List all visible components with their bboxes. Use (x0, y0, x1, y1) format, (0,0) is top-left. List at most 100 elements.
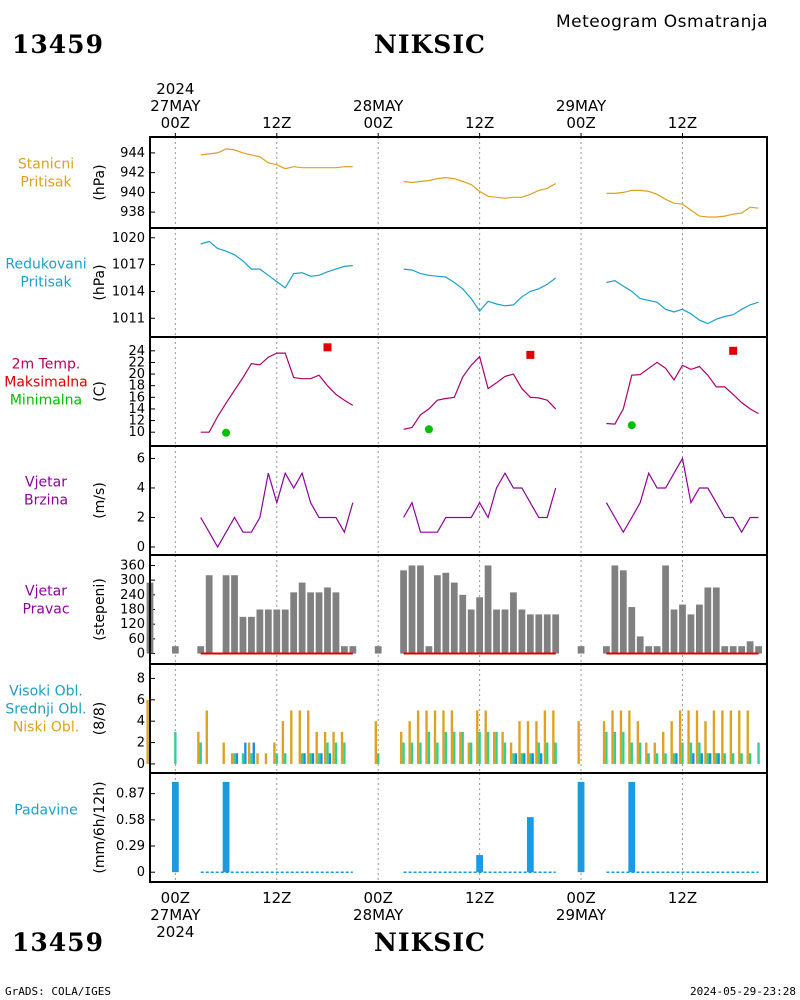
cloud-bar (523, 753, 526, 764)
bar (459, 594, 467, 654)
bar (248, 616, 255, 654)
panel-label: Brzina (24, 493, 68, 509)
bar (205, 575, 213, 654)
time-label-top: 00Z (364, 114, 393, 132)
y-tick-label: 1017 (112, 258, 145, 273)
y-tick-label: 240 (120, 588, 145, 603)
cloud-bar (721, 710, 724, 764)
y-tick-label: 940 (120, 185, 145, 200)
bar (755, 646, 762, 654)
cloud-bar (757, 742, 760, 764)
bar (433, 575, 441, 654)
bar (611, 565, 619, 654)
bar (493, 609, 500, 654)
max-temp-marker (323, 343, 332, 352)
y-tick-label: 180 (120, 603, 145, 618)
bar (476, 597, 484, 654)
panel-frame (149, 336, 768, 447)
cloud-bar (746, 710, 749, 764)
time-label-top: 28MAY (353, 97, 404, 115)
cloud-bar (323, 731, 327, 764)
bar (484, 565, 492, 654)
bar (442, 572, 450, 654)
cloud-bar (512, 753, 515, 764)
bar (290, 592, 298, 654)
bar (510, 592, 517, 654)
cloud-bar (326, 742, 329, 764)
time-label-top: 2024 (156, 80, 194, 98)
bar (231, 575, 238, 654)
time-label-bottom: 12Z (262, 889, 291, 907)
panel-label: Visoki Obl. (9, 684, 83, 700)
cloud-bar (444, 731, 448, 764)
bar (417, 565, 424, 654)
bar (307, 592, 314, 654)
cloud-bar (495, 731, 498, 764)
cloud-bar (486, 731, 490, 764)
bar (171, 781, 179, 873)
y-tick-label: 0.29 (116, 839, 145, 854)
panel-frame (149, 227, 768, 338)
cloud-bar (664, 753, 667, 764)
series-line (403, 176, 556, 199)
time-label-bottom: 2024 (156, 923, 194, 941)
y-tick-label: 18 (128, 379, 145, 394)
cloud-bar (628, 710, 631, 764)
time-label-top: 00Z (161, 114, 190, 132)
panel-3 (149, 336, 768, 447)
bar (273, 609, 281, 654)
cloud-bar (709, 753, 712, 764)
panel-label: Padavine (14, 803, 78, 819)
bar (746, 641, 754, 654)
cloud-bar (281, 721, 285, 764)
panel-frame (149, 445, 768, 556)
time-label-bottom: 28MAY (353, 906, 404, 924)
bar (653, 646, 661, 654)
bar (374, 646, 382, 654)
series-line (606, 280, 759, 325)
series-line (606, 189, 759, 218)
cloud-bar (374, 721, 378, 764)
y-tick-label: 0 (137, 647, 145, 662)
series-line (403, 268, 557, 313)
cloud-bar (605, 731, 608, 764)
y-tick-label: 4 (137, 714, 145, 729)
time-label-bottom: 00Z (566, 889, 595, 907)
cloud-bar (467, 742, 470, 764)
cloud-bar (636, 721, 640, 764)
y-tick-label: 24 (128, 344, 145, 359)
cloud-bar (740, 753, 743, 764)
cloud-bar (509, 742, 513, 764)
y-tick-label: 1020 (112, 231, 145, 246)
bar (476, 855, 484, 873)
bar (729, 646, 737, 654)
bar (408, 565, 416, 654)
bar (636, 636, 644, 654)
time-label-top: 12Z (262, 114, 291, 132)
cloud-bar (503, 742, 507, 764)
cloud-bar (543, 710, 547, 764)
y-tick-label: 16 (128, 390, 145, 405)
cloud-bar (514, 753, 517, 764)
max-temp-marker (526, 350, 535, 359)
cloud-bar (197, 731, 200, 764)
cloud-bar (377, 753, 380, 764)
cloud-bar (531, 753, 534, 764)
cloud-bar (554, 742, 557, 764)
footer-station-name: NIKSIC (374, 928, 486, 957)
panel-4 (149, 445, 768, 556)
cloud-bar (692, 753, 695, 764)
panel-1 (149, 136, 768, 229)
cloud-bar (698, 742, 701, 764)
cloud-bar (476, 710, 479, 764)
bar (341, 646, 348, 654)
bar (526, 817, 534, 873)
cloud-bar (174, 731, 177, 764)
cloud-bar (535, 721, 538, 764)
bar (603, 646, 610, 654)
cloud-bar (715, 753, 718, 764)
cloud-bar (332, 731, 335, 764)
cloud-bar (442, 710, 445, 764)
y-axis-label: (C) (92, 381, 108, 402)
bar (552, 614, 560, 654)
